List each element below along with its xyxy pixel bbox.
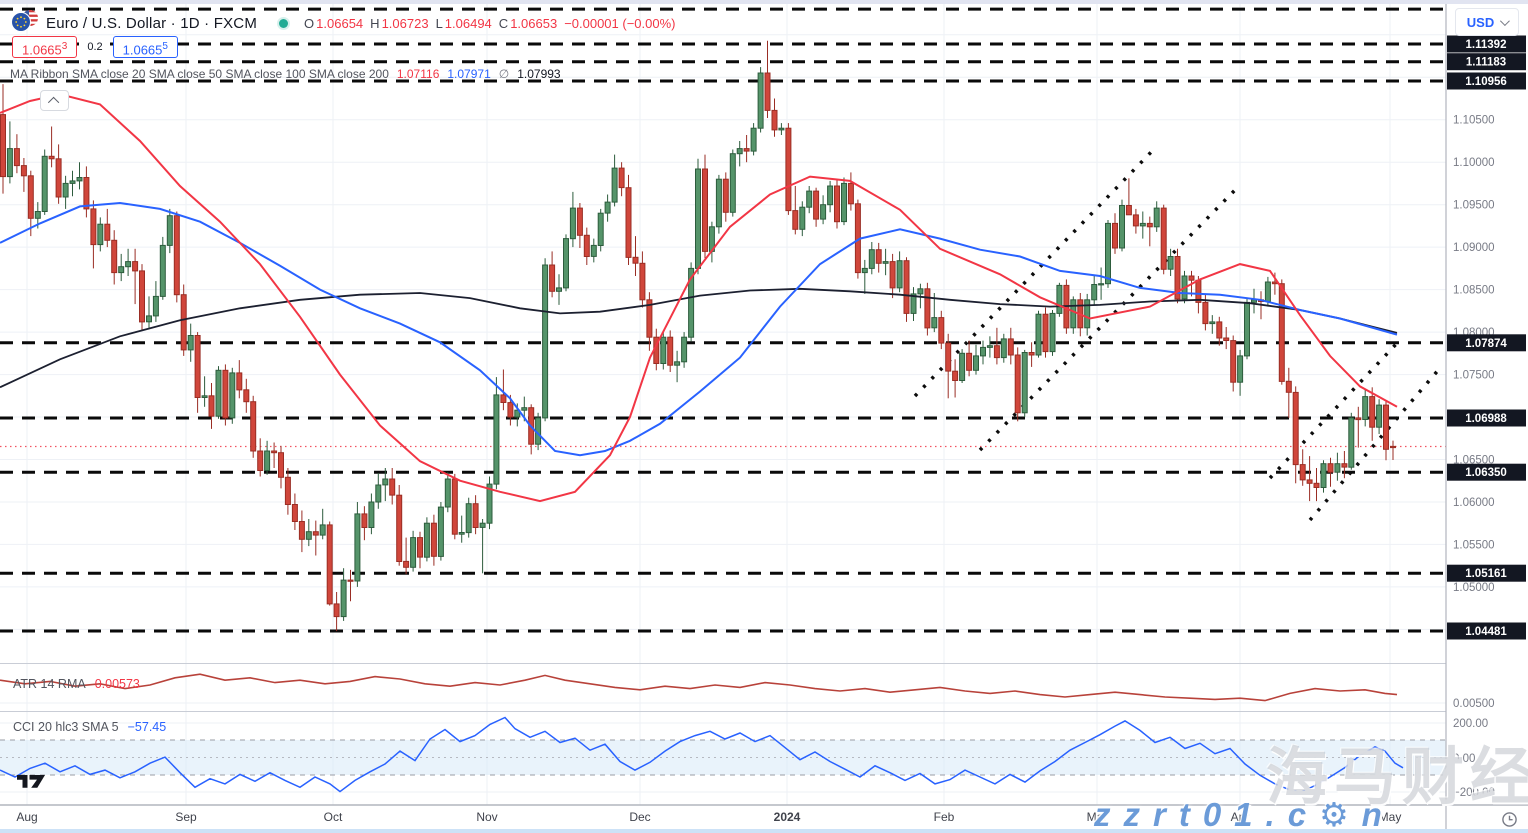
collapse-pane-button[interactable] xyxy=(40,90,69,111)
svg-text:1.06988: 1.06988 xyxy=(1465,413,1507,425)
svg-text:Aug: Aug xyxy=(16,810,37,824)
svg-text:0.00500: 0.00500 xyxy=(1453,698,1495,710)
svg-text:Mar: Mar xyxy=(1087,810,1108,824)
svg-text:Nov: Nov xyxy=(476,810,497,824)
svg-text:1.08500: 1.08500 xyxy=(1453,285,1495,297)
level-lines-layer[interactable] xyxy=(0,7,1446,633)
level-labels xyxy=(1447,35,1526,640)
svg-text:1.10000: 1.10000 xyxy=(1453,157,1495,169)
sma20-line xyxy=(0,93,1398,503)
cci-value: −57.45 xyxy=(127,720,167,734)
low-value: 1.06494 xyxy=(444,16,492,31)
svg-text:1.05161: 1.05161 xyxy=(1465,568,1507,580)
window-bottom-strip xyxy=(0,829,1528,833)
svg-text:1.05500: 1.05500 xyxy=(1453,539,1495,551)
symbol-title[interactable]: Euro / U.S. Dollar · 1D · FXCM xyxy=(46,15,258,32)
sma20-value: 1.07116 xyxy=(396,67,440,81)
svg-text:Oct: Oct xyxy=(324,810,343,824)
svg-text:1.07874: 1.07874 xyxy=(1465,338,1507,350)
svg-text:Sep: Sep xyxy=(175,810,197,824)
timezone-clock-icon[interactable] xyxy=(1501,811,1518,833)
svg-text:200.00: 200.00 xyxy=(1453,718,1488,730)
high-value: 1.06723 xyxy=(381,16,429,31)
sma200-line xyxy=(0,287,1398,389)
sell-price-sup: 3 xyxy=(61,41,68,52)
svg-text:Apr: Apr xyxy=(1231,810,1250,824)
chevron-up-icon xyxy=(47,96,59,108)
svg-text:1.07500: 1.07500 xyxy=(1453,370,1495,382)
spread-value: 0.2 xyxy=(84,41,106,53)
symbol-pair-icon xyxy=(10,9,40,38)
symbol-header[interactable]: Euro / U.S. Dollar · 1D · FXCM O 1.06654 … xyxy=(10,9,676,38)
svg-text:1.10500: 1.10500 xyxy=(1453,115,1495,127)
svg-text:1.06500: 1.06500 xyxy=(1453,454,1495,466)
atr-legend[interactable]: ATR 14 RMA 0.00573 xyxy=(13,677,140,691)
svg-text:1.05000: 1.05000 xyxy=(1453,582,1495,594)
market-status-dot[interactable] xyxy=(279,19,289,28)
ma-ribbon-legend[interactable]: MA Ribbon SMA close 20 SMA close 50 SMA … xyxy=(10,67,561,81)
change-value: −0.00001 (−0.00%) xyxy=(564,16,676,31)
cci-legend[interactable]: CCI 20 hlc3 SMA 5 −57.45 xyxy=(13,720,166,734)
svg-text:1.09500: 1.09500 xyxy=(1453,200,1495,212)
cci-label: CCI 20 hlc3 SMA 5 xyxy=(13,720,119,734)
sma200-value: 1.07993 xyxy=(517,67,561,81)
open-label: O xyxy=(304,16,315,31)
svg-text:−200.00: −200.00 xyxy=(1453,787,1495,799)
sma50-value: 1.07971 xyxy=(447,67,491,81)
buy-price-sup: 5 xyxy=(162,41,168,52)
svg-text:1.06000: 1.06000 xyxy=(1453,497,1495,509)
ma-ribbon-label: MA Ribbon SMA close 20 SMA close 50 SMA … xyxy=(10,67,389,81)
chevron-down-icon xyxy=(1500,15,1511,26)
trendlines-layer[interactable] xyxy=(913,144,1442,522)
time-axis[interactable] xyxy=(0,806,1446,833)
sell-button[interactable]: 1.06653 xyxy=(12,36,78,58)
high-label: H xyxy=(370,16,380,31)
svg-text:1.09000: 1.09000 xyxy=(1453,242,1495,254)
svg-text:2024: 2024 xyxy=(774,810,801,824)
atr-line xyxy=(0,673,1398,702)
svg-text:1.11183: 1.11183 xyxy=(1466,57,1506,69)
cci-line xyxy=(0,716,1404,794)
svg-text:Dec: Dec xyxy=(629,810,650,824)
svg-text:Feb: Feb xyxy=(934,810,955,824)
close-value: 1.06653 xyxy=(510,16,558,31)
window-top-strip xyxy=(0,0,1528,4)
svg-text:May: May xyxy=(1379,810,1402,824)
atr-label: ATR 14 RMA xyxy=(13,677,86,691)
svg-text:1.10956: 1.10956 xyxy=(1465,76,1507,88)
low-label: L xyxy=(435,16,443,31)
sma100-value: ∅ xyxy=(498,67,510,81)
sma50-line xyxy=(0,201,1398,457)
buy-button[interactable]: 1.06655 xyxy=(112,36,178,58)
ohlc-readout: O 1.06654 H 1.06723 L 1.06494 C 1.06653 −0.0… xyxy=(304,16,675,31)
cci-pane xyxy=(0,739,1446,776)
tradingview-logo[interactable] xyxy=(16,774,46,794)
buy-sell-panel: 1.06653 0.2 1.06655 xyxy=(12,36,178,58)
svg-text:0.00: 0.00 xyxy=(1453,753,1475,765)
atr-value: 0.00573 xyxy=(94,677,140,691)
ma-lines-layer xyxy=(0,93,1398,503)
price-axis[interactable] xyxy=(1447,0,1528,805)
svg-text:1.06350: 1.06350 xyxy=(1465,467,1507,479)
open-value: 1.06654 xyxy=(316,16,364,31)
svg-text:1.04481: 1.04481 xyxy=(1465,626,1507,638)
currency-unit-button[interactable]: USD xyxy=(1455,8,1519,36)
close-label: C xyxy=(498,16,509,31)
svg-text:1.11392: 1.11392 xyxy=(1466,39,1507,51)
currency-unit-label: USD xyxy=(1466,14,1495,30)
candles-layer xyxy=(0,40,1396,632)
